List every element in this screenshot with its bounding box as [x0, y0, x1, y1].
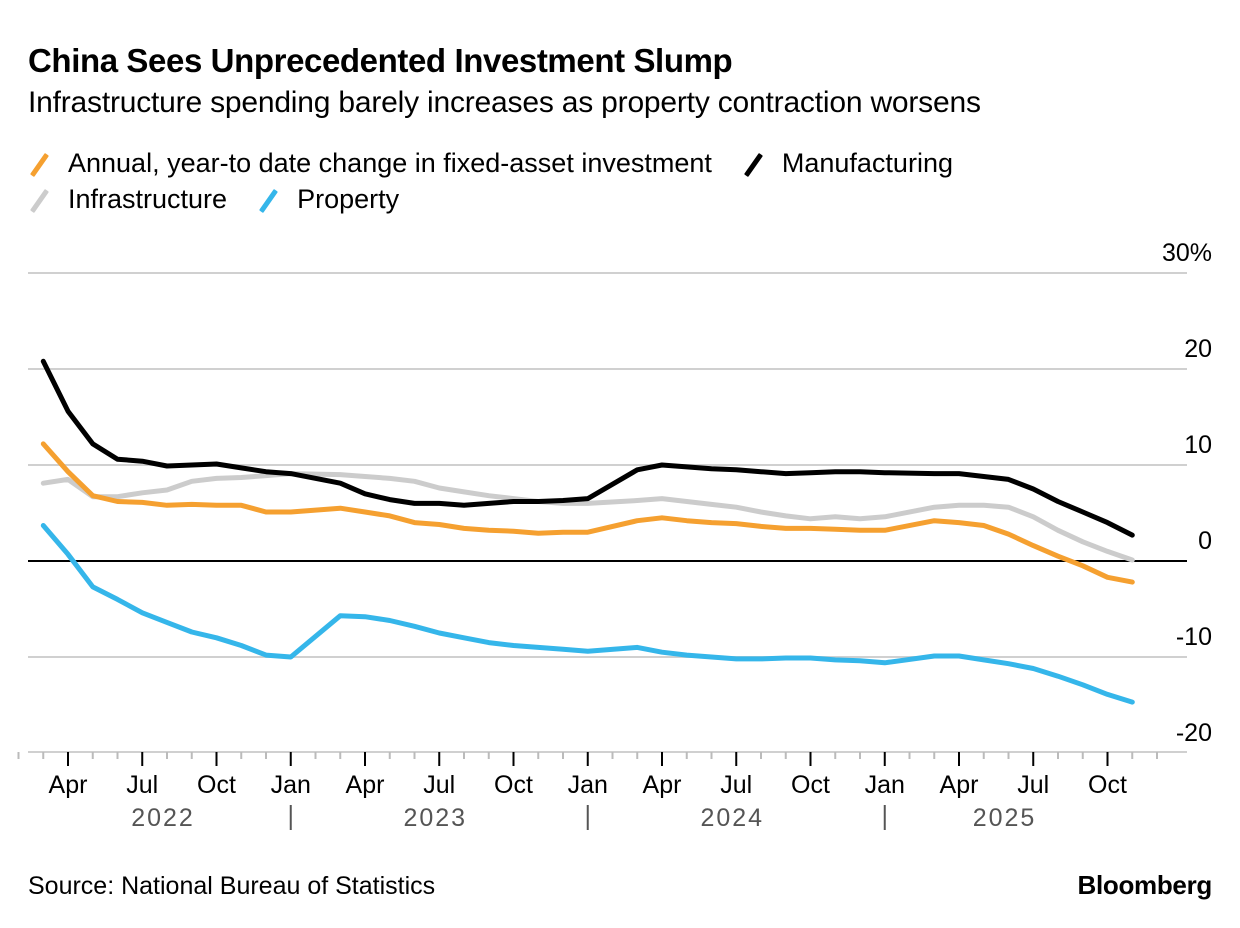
- x-tick-label: Apr: [49, 771, 88, 799]
- bloomberg-logo: Bloomberg: [1077, 870, 1212, 900]
- x-tick-label: Jul: [1017, 771, 1049, 799]
- year-label: 2023: [403, 804, 467, 832]
- legend-item-property: Property: [257, 184, 399, 215]
- y-axis-ticks: 30% 20 10 0 -10 -20: [1162, 239, 1212, 747]
- legend-item-manufacturing: Manufacturing: [742, 148, 953, 179]
- x-tick-label: Jan: [271, 771, 311, 799]
- x-tick-label: Jul: [423, 771, 455, 799]
- x-tick-label: Oct: [1088, 771, 1127, 799]
- x-tick-label: Apr: [940, 771, 979, 799]
- year-label: 2025: [973, 804, 1037, 832]
- legend-item-fai: Annual, year-to date change in fixed-ass…: [28, 148, 712, 179]
- year-label: 2024: [700, 804, 764, 832]
- x-tick-label: Jan: [865, 771, 905, 799]
- chart-title: China Sees Unprecedented Investment Slum…: [28, 42, 733, 79]
- legend-row-2: Infrastructure Property: [28, 184, 429, 215]
- legend-row-1: Annual, year-to date change in fixed-ass…: [28, 148, 983, 179]
- year-label: 2022: [131, 804, 195, 832]
- x-tick-label: Oct: [197, 771, 236, 799]
- series-line-manufacturing: [40, 358, 1135, 538]
- series-line-annual-year: [40, 441, 1135, 585]
- x-tick-label: Jul: [720, 771, 752, 799]
- x-tick-label: Apr: [346, 771, 385, 799]
- x-tick-label: Oct: [494, 771, 533, 799]
- x-axis: Apr Jul Oct Jan Apr Jul Oct Jan Apr Jul Oct Jan Apr J…: [17, 751, 1187, 832]
- series-line-property: [40, 523, 1135, 705]
- y-tick-label: -10: [1176, 623, 1212, 651]
- source-note: Source: National Bureau of Statistics: [28, 872, 436, 900]
- y-tick-label: 20: [1184, 335, 1212, 363]
- series-line-infrastructure: [40, 471, 1135, 563]
- x-tick-label: Jan: [568, 771, 608, 799]
- x-tick-label: Apr: [643, 771, 682, 799]
- legend-label: Annual, year-to date change in fixed-ass…: [68, 148, 712, 178]
- x-tick-label: Oct: [791, 771, 830, 799]
- y-tick-label: 10: [1184, 431, 1212, 459]
- x-tick-label: Jul: [126, 771, 158, 799]
- y-tick-label: 0: [1198, 527, 1212, 555]
- legend-label: Property: [297, 184, 400, 214]
- y-tick-label: 30%: [1162, 239, 1212, 267]
- legend-label: Manufacturing: [781, 148, 953, 178]
- legend-item-infrastructure: Infrastructure: [28, 184, 227, 215]
- legend-label: Infrastructure: [68, 184, 228, 214]
- y-tick-label: -20: [1176, 719, 1212, 747]
- chart-subtitle: Infrastructure spending barely increases…: [28, 86, 981, 119]
- series-lines: [40, 358, 1135, 705]
